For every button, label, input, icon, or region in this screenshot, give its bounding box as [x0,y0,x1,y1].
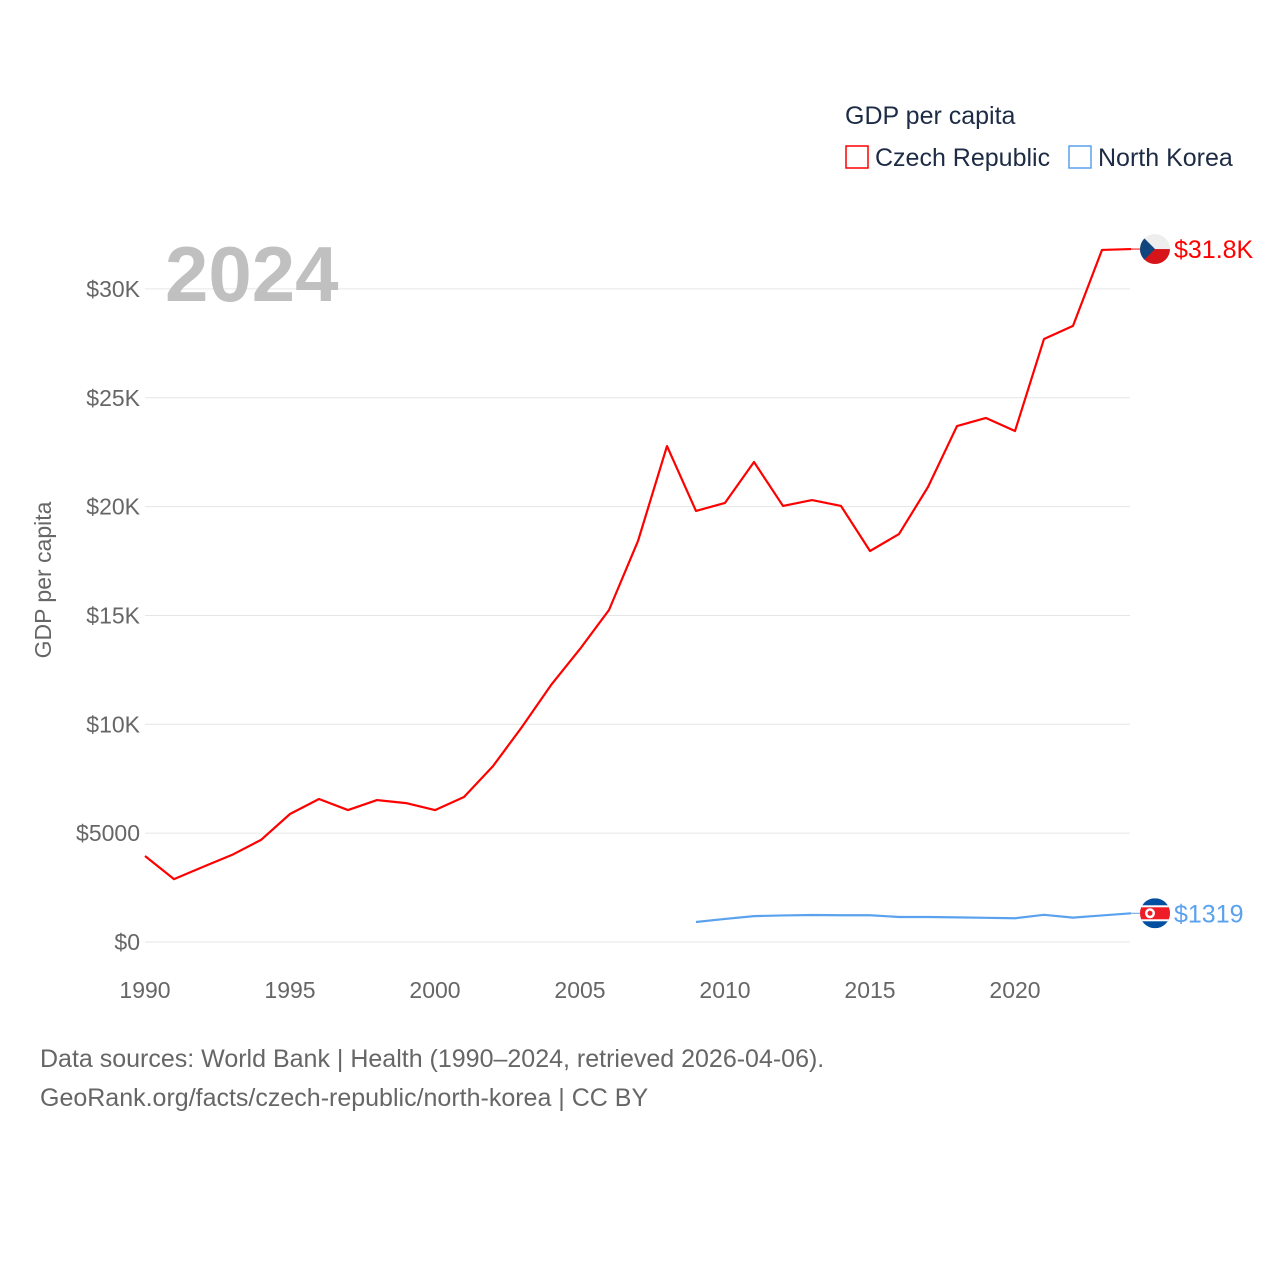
flag-body [1140,234,1170,265]
series-line-north-korea [695,912,1132,924]
y-axis-label: GDP per capita [30,501,56,658]
y-tick-label: $0 [114,929,140,955]
x-tick-label: 2020 [989,977,1040,1003]
legend-swatch [1068,145,1092,169]
x-tick-label: 2010 [699,977,750,1003]
legend-swatch [845,145,869,169]
series-line-czech-republic [144,247,1132,881]
x-tick-label: 2000 [409,977,460,1003]
x-tick-label: 1995 [264,977,315,1003]
y-tick-label: $5000 [76,820,140,846]
end-value-label: $31.8K [1174,236,1254,264]
year-watermark: 2024 [165,230,339,318]
flag-blue [1140,234,1155,265]
legend-item-north-korea: North Korea [1098,144,1233,172]
y-tick-label: $25K [86,385,140,411]
legend-item-czech-republic: Czech Republic [875,144,1050,172]
y-tick-label: $30K [86,276,140,302]
flag-star [1147,910,1153,916]
x-tick-label: 1990 [119,977,170,1003]
y-tick-label: $20K [86,494,140,520]
y-tick-label: $10K [86,711,140,737]
flag-body [1140,898,1170,929]
czech-flag-icon [1140,234,1170,265]
north-korea-flag-icon [1140,898,1170,929]
x-tick-label: 2005 [554,977,605,1003]
data-sources: Data sources: World Bank | Health (1990–… [40,1045,825,1073]
legend-title: GDP per capita [845,102,1016,130]
x-tick-label: 2015 [844,977,895,1003]
legend: GDP per capita Czech Republic North Korea [845,102,1233,172]
y-tick-label: $15K [86,602,140,628]
source-url[interactable]: GeoRank.org/facts/czech-republic/north-k… [40,1084,649,1112]
end-value-label: $1319 [1174,900,1244,928]
